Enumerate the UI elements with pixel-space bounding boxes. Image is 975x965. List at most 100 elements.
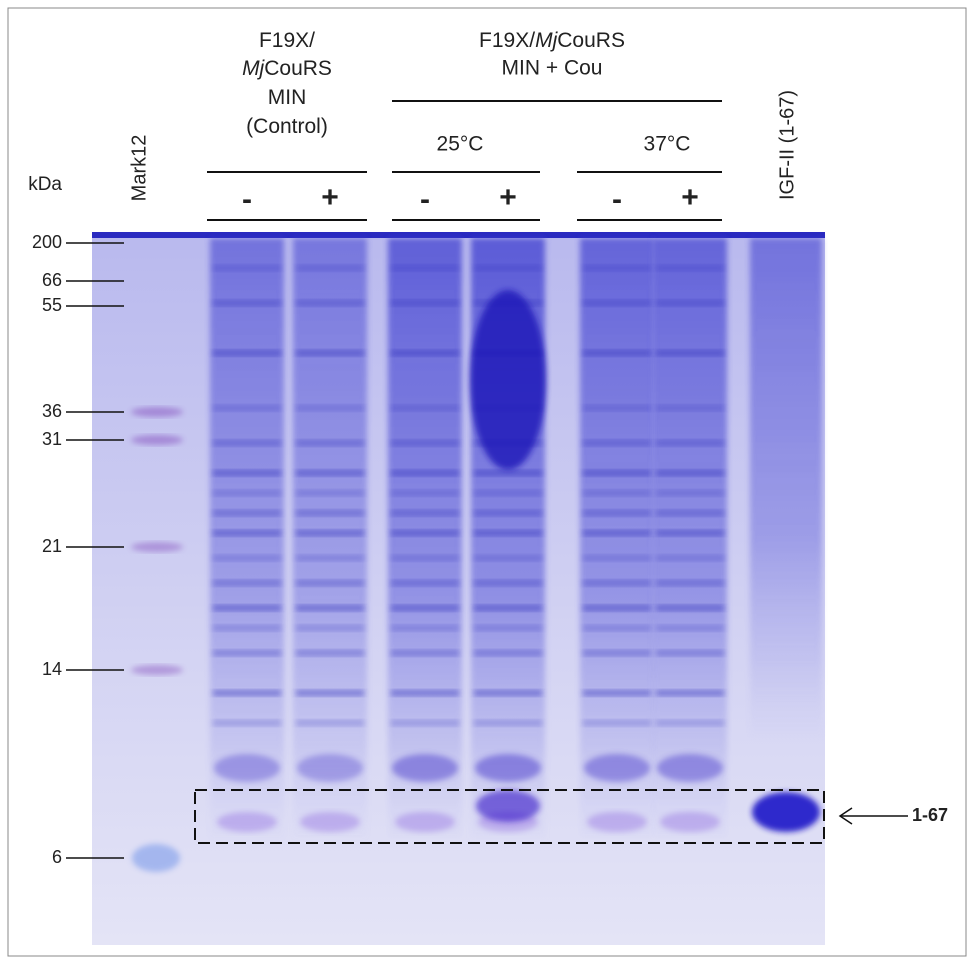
band	[583, 625, 651, 631]
band	[584, 754, 650, 782]
ladder-band	[131, 435, 183, 445]
band	[656, 690, 724, 696]
band	[296, 605, 364, 611]
band	[391, 300, 459, 306]
marker-label: 31	[42, 429, 62, 449]
band	[583, 690, 651, 696]
band	[391, 625, 459, 631]
band	[391, 555, 459, 561]
band	[583, 510, 651, 516]
band	[296, 265, 364, 271]
band	[583, 490, 651, 496]
band	[583, 440, 651, 446]
lane	[580, 238, 654, 838]
band	[296, 470, 364, 476]
header-line: F19X/MjCouRS	[479, 29, 625, 52]
band	[391, 440, 459, 446]
header-line: (Control)	[246, 115, 328, 138]
highlight-box	[194, 789, 825, 844]
band	[213, 405, 281, 411]
band	[213, 350, 281, 356]
marker-lane-label: Mark12	[128, 135, 150, 202]
header-part: F19X/	[259, 29, 315, 52]
header-line: F19X/	[259, 29, 315, 52]
frame	[7, 7, 967, 957]
band	[656, 720, 724, 726]
band	[392, 754, 458, 782]
header-part: CouRS	[264, 57, 332, 80]
band	[583, 555, 651, 561]
band	[296, 510, 364, 516]
band	[391, 510, 459, 516]
ladder-band	[132, 844, 180, 872]
header-part: MIN	[268, 86, 307, 109]
sign: -	[242, 183, 252, 216]
band	[752, 792, 820, 832]
band	[656, 580, 724, 586]
band	[213, 580, 281, 586]
band	[213, 300, 281, 306]
header-part: Mj	[242, 57, 265, 80]
band	[391, 690, 459, 696]
standard-lane-label: IGF-II (1-67)	[776, 90, 798, 200]
band	[656, 265, 724, 271]
band	[474, 555, 542, 561]
band	[296, 625, 364, 631]
ladder-band	[131, 407, 183, 417]
band	[296, 300, 364, 306]
sign: +	[681, 181, 699, 214]
band	[656, 300, 724, 306]
band	[474, 490, 542, 496]
band	[296, 530, 364, 536]
band	[656, 510, 724, 516]
annotation: 1-67	[912, 805, 948, 825]
band	[213, 625, 281, 631]
band	[583, 265, 651, 271]
header-part: Mj	[535, 29, 558, 52]
band	[583, 350, 651, 356]
band	[474, 265, 542, 271]
gel	[92, 232, 825, 945]
band	[213, 690, 281, 696]
band	[213, 650, 281, 656]
ladder-band	[131, 542, 183, 552]
band	[474, 470, 542, 476]
band	[395, 812, 455, 832]
band	[583, 405, 651, 411]
band	[583, 580, 651, 586]
band	[391, 580, 459, 586]
header-part: CouRS	[557, 29, 625, 52]
band	[583, 470, 651, 476]
ladder-band	[131, 665, 183, 675]
lane	[653, 238, 727, 838]
band	[391, 720, 459, 726]
sign: -	[612, 183, 622, 216]
band	[213, 490, 281, 496]
lane	[293, 238, 367, 838]
band	[297, 754, 363, 782]
band	[213, 265, 281, 271]
band	[656, 405, 724, 411]
band	[296, 690, 364, 696]
sign: +	[499, 181, 517, 214]
header-line: MjCouRS	[242, 57, 332, 80]
band	[296, 720, 364, 726]
band	[213, 530, 281, 536]
band	[296, 440, 364, 446]
sign-rules	[207, 171, 722, 221]
marker-label: 55	[42, 295, 62, 315]
band	[391, 530, 459, 536]
band	[656, 440, 724, 446]
band	[296, 350, 364, 356]
band	[587, 812, 647, 832]
gel-top	[92, 232, 825, 238]
band	[213, 605, 281, 611]
band	[296, 650, 364, 656]
band	[213, 720, 281, 726]
band	[391, 350, 459, 356]
band	[474, 625, 542, 631]
band	[474, 605, 542, 611]
header-part: (Control)	[246, 115, 328, 138]
